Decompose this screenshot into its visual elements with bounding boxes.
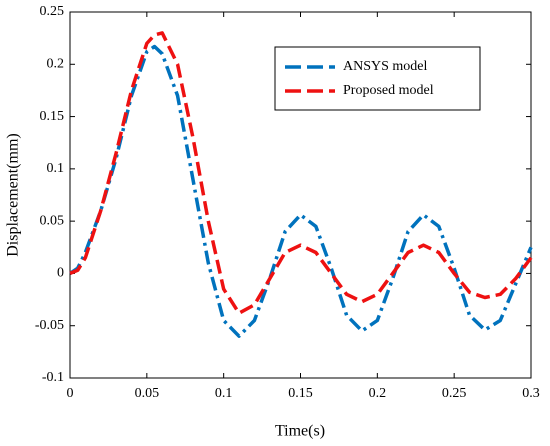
data-line: [69, 31, 533, 315]
x-tick-label: 0: [67, 386, 74, 401]
y-tick-label: 0.1: [47, 161, 65, 176]
x-tick-label: 0.3: [522, 386, 540, 401]
data-line: [69, 44, 533, 338]
x-axis-label: Time(s): [275, 423, 325, 440]
x-tick-label: 0.15: [288, 386, 313, 401]
y-tick-label: 0.2: [47, 57, 65, 72]
legend-box: [274, 46, 481, 111]
legend-label: ANSYS model: [343, 59, 428, 74]
legend-label: Proposed model: [343, 83, 434, 98]
x-tick-label: 0.25: [442, 386, 467, 401]
y-tick-label: 0.05: [40, 213, 65, 228]
x-tick-label: 0.05: [135, 386, 160, 401]
y-tick-label: -0.05: [35, 318, 64, 333]
x-tick-label: 0.2: [369, 386, 387, 401]
y-tick-label: -0.1: [42, 370, 64, 385]
y-axis-label: Displacement(mm): [5, 133, 22, 257]
y-tick-label: 0.15: [40, 109, 65, 124]
x-tick-label: 0.1: [215, 386, 233, 401]
y-tick-label: 0.25: [40, 4, 65, 19]
y-tick-label: 0: [57, 266, 64, 281]
